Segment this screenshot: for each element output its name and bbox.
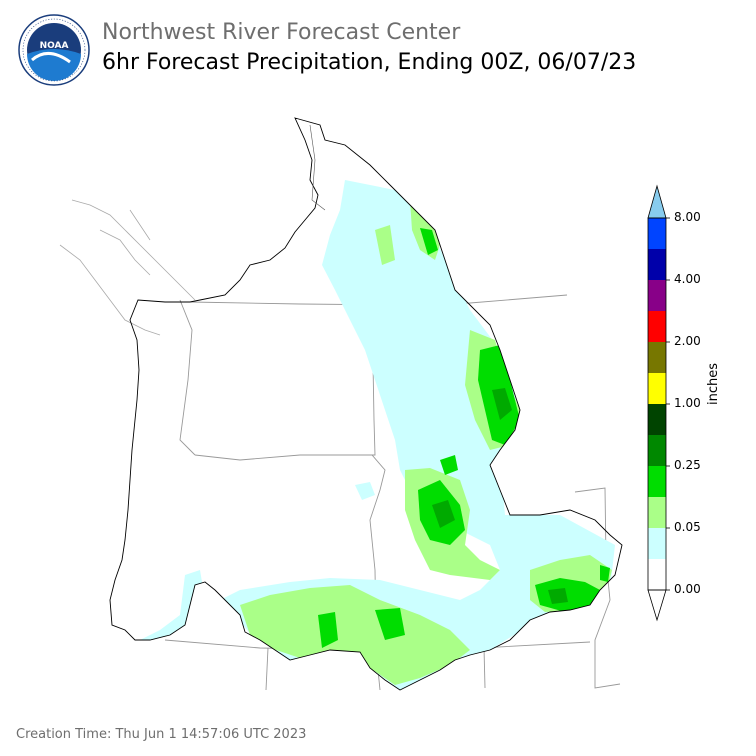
colorbar-segment: [648, 311, 666, 342]
colorbar-tick-label: 4.00: [674, 272, 701, 286]
bc-coastline: [59, 199, 196, 336]
org-title: Northwest River Forecast Center: [102, 20, 461, 45]
colorbar-tick-label: 0.25: [674, 458, 701, 472]
colorbar-tick-label: 2.00: [674, 334, 701, 348]
colorbar-bottom-arrow: [647, 589, 667, 622]
basin-subdivisions: [309, 124, 326, 211]
colorbar-segment: [648, 249, 666, 280]
colorbar-tick-label: 1.00: [674, 396, 701, 410]
colorbar-segment: [648, 280, 666, 311]
colorbar-segment: [648, 404, 666, 435]
colorbar-segment: [648, 218, 666, 249]
creation-time: Creation Time: Thu Jun 1 14:57:06 UTC 20…: [16, 727, 307, 742]
colorbar-segment: [648, 342, 666, 373]
logo-center-text: NOAA: [40, 41, 69, 51]
colorbar-segment: [648, 497, 666, 528]
colorbar: [647, 184, 670, 622]
colorbar-segment: [648, 466, 666, 497]
colorbar-segment: [648, 528, 666, 559]
noaa-logo: NOAA: [18, 14, 90, 86]
colorbar-tick-label: 8.00: [674, 210, 701, 224]
colorbar-top-arrow: [647, 184, 667, 219]
colorbar-segment: [648, 559, 666, 590]
colorbar-tick-label: 0.00: [674, 582, 701, 596]
product-title: 6hr Forecast Precipitation, Ending 00Z, …: [102, 50, 637, 75]
precip-field: [140, 180, 615, 690]
colorbar-segment: [648, 435, 666, 466]
colorbar-segment: [648, 373, 666, 404]
colorbar-tick-label: 0.05: [674, 520, 701, 534]
colorbar-unit: inches: [706, 362, 721, 405]
